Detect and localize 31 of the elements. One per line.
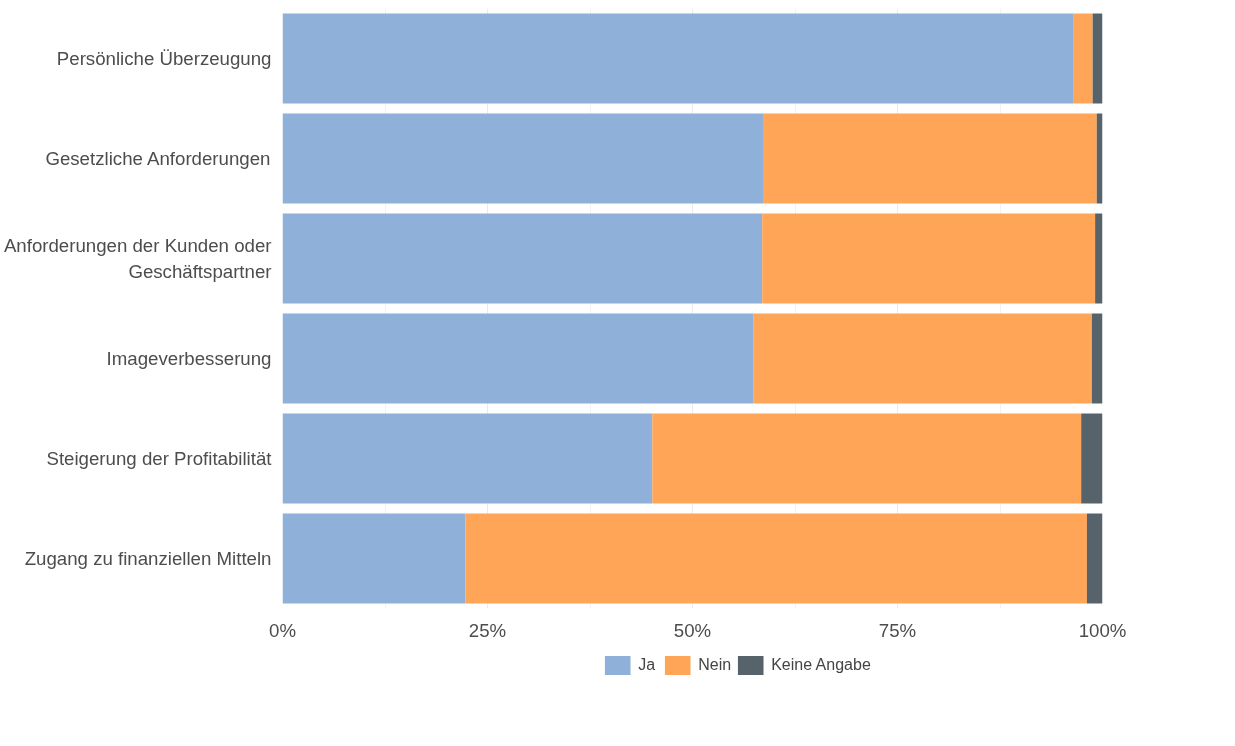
y-tick-label: Gesetzliche Anforderungen — [45, 148, 271, 169]
legend-label: Nein — [698, 656, 732, 674]
bar — [1095, 213, 1103, 304]
y-tick-label: Anforderungen der Kunden oder Geschäftspartner — [3, 235, 272, 282]
x-tick-label: 75% — [878, 619, 917, 641]
bar — [652, 413, 1082, 504]
y-tick-label: Persönliche Überzeugung — [56, 48, 272, 69]
x-tick-label: 100% — [1078, 619, 1127, 641]
y-tick-label: Imageverbesserung — [106, 348, 272, 369]
y-tick-label: Steigerung der Profitabilität — [46, 448, 273, 469]
bar — [763, 113, 1097, 204]
bar — [1092, 13, 1103, 104]
bar — [753, 313, 1092, 404]
bar — [762, 213, 1096, 304]
x-tick-label: 25% — [468, 619, 507, 641]
bar — [1073, 13, 1093, 104]
legend-label: Keine Angabe — [771, 656, 871, 674]
bar — [465, 513, 1087, 604]
bar — [1086, 513, 1103, 604]
bar — [282, 313, 754, 404]
bar — [1081, 413, 1103, 504]
bar — [282, 13, 1074, 104]
bar — [1091, 313, 1103, 404]
legend-label: Ja — [638, 656, 657, 674]
bar — [282, 113, 764, 204]
x-tick-label: 0% — [269, 619, 296, 641]
bar — [282, 513, 466, 604]
bar — [282, 413, 653, 504]
bar — [282, 213, 763, 304]
y-tick-label: Zugang zu finanziellen Mitteln — [24, 548, 272, 569]
x-tick-label: 50% — [673, 619, 712, 641]
